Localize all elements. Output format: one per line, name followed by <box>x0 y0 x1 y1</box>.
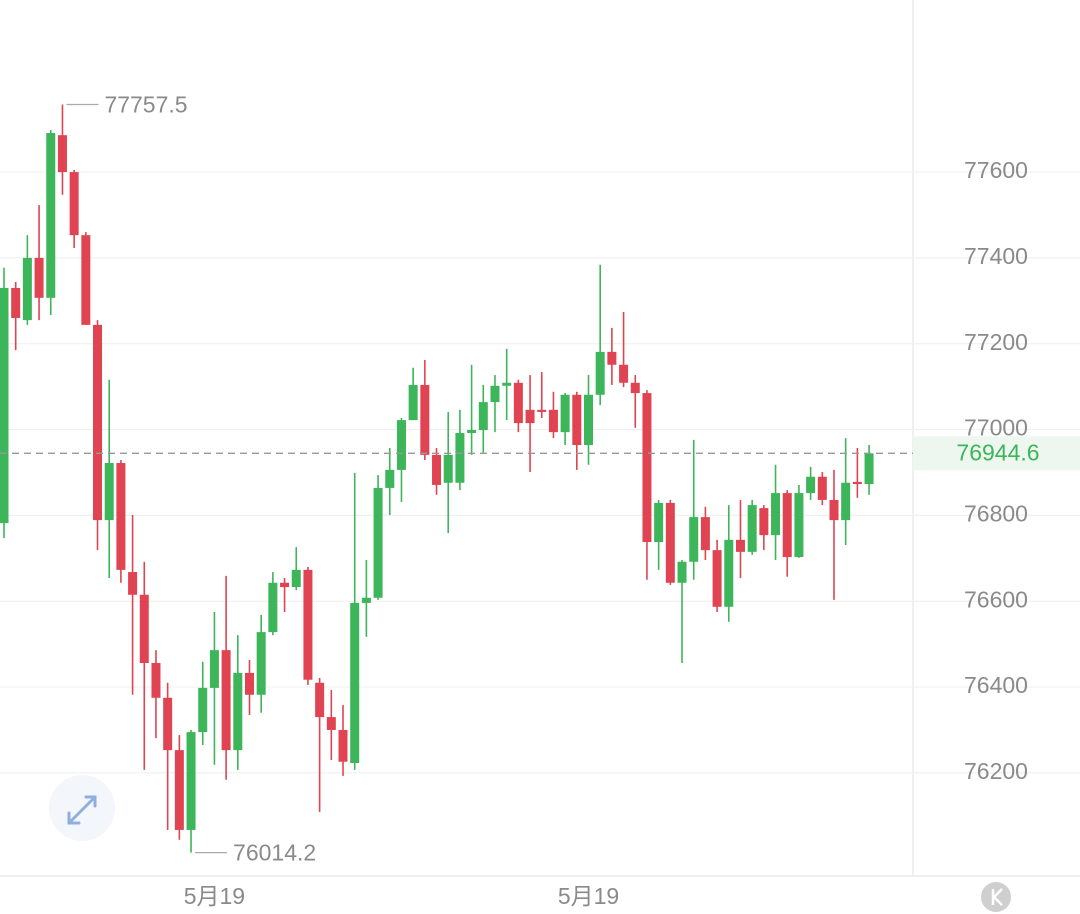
candle-body <box>502 382 512 386</box>
y-tick-label: 76200 <box>964 758 1028 784</box>
y-tick-label: 76600 <box>964 586 1028 612</box>
k-button[interactable] <box>981 882 1011 912</box>
candle-body <box>864 453 874 485</box>
candle-body <box>841 482 851 521</box>
candle-body <box>806 476 816 494</box>
candle-body <box>396 420 406 470</box>
last-price-label: 76944.6 <box>956 439 1039 465</box>
candle-body <box>209 650 219 688</box>
candle-body <box>350 602 360 763</box>
candle-body <box>735 539 745 552</box>
candle-body <box>69 172 79 236</box>
candle-body <box>525 409 535 424</box>
candle-body <box>303 569 313 680</box>
candle-body <box>467 429 477 433</box>
candle-body <box>104 463 114 521</box>
candle-body <box>315 682 325 718</box>
candle-body <box>57 135 67 173</box>
candle-body <box>490 385 500 403</box>
low-marker-label: 76014.2 <box>233 840 316 866</box>
candle-body <box>256 632 266 695</box>
candle-body <box>46 133 56 298</box>
candle-body <box>747 505 757 552</box>
candle-body <box>116 463 126 570</box>
candle-body <box>513 382 523 424</box>
candle-body <box>280 582 290 588</box>
candle-body <box>186 732 196 830</box>
x-tick-label: 5月19 <box>184 883 245 909</box>
candle-body <box>244 672 254 695</box>
expand-button[interactable] <box>49 775 115 841</box>
candle-body <box>22 257 32 321</box>
y-tick-label: 76800 <box>964 500 1028 526</box>
candle-body <box>432 454 442 485</box>
candle-body <box>151 663 161 698</box>
y-tick-label: 77200 <box>964 329 1028 355</box>
candle-body <box>478 402 488 430</box>
candle-body <box>607 351 617 365</box>
candle-body <box>759 508 769 536</box>
candle-body <box>817 476 827 500</box>
candle-body <box>128 572 138 595</box>
candle-body <box>420 384 430 455</box>
candle-body <box>139 594 149 664</box>
candle-body <box>291 569 301 588</box>
candle-body <box>81 235 91 325</box>
candle-body <box>385 469 395 488</box>
candle-body <box>361 597 371 603</box>
candle-body <box>537 409 547 412</box>
candle-body <box>619 364 629 383</box>
candle-body <box>852 481 862 485</box>
candle-body <box>712 550 722 607</box>
candle-body <box>443 454 453 483</box>
high-marker-label: 77757.5 <box>104 92 187 118</box>
candle-body <box>221 650 231 751</box>
candle-body <box>584 394 593 446</box>
candle-body <box>163 697 173 751</box>
candle-body <box>794 493 804 558</box>
candle-body <box>654 502 664 542</box>
candle-body <box>93 324 103 521</box>
candle-body <box>630 382 640 394</box>
candle-body <box>0 287 9 524</box>
candle-body <box>724 539 734 607</box>
y-tick-label: 77600 <box>964 157 1028 183</box>
candle-body <box>689 517 699 562</box>
candle-body <box>338 729 348 762</box>
x-tick-label: 5月19 <box>558 883 619 909</box>
candle-body <box>548 409 558 433</box>
candle-body <box>572 394 582 446</box>
candle-body <box>268 582 278 633</box>
candle-body <box>174 750 184 830</box>
candle-body <box>829 499 839 521</box>
candle-body <box>665 502 675 583</box>
candle-body <box>771 493 781 536</box>
grid: 76200 76400 76600 76800 77000 77200 77400 77600 <box>0 157 1080 784</box>
candle-body <box>700 517 710 551</box>
candle-body <box>782 493 792 558</box>
overlay: 5月19 5月19 77757.5 76014.2 76944.6 <box>0 92 1080 909</box>
candle-body <box>408 384 418 421</box>
candle-body <box>233 672 243 751</box>
candle-body <box>677 561 687 583</box>
candle-body <box>373 487 383 598</box>
candle-body <box>455 432 465 483</box>
candle-body <box>11 287 21 318</box>
candle-body <box>326 717 336 730</box>
candle-body <box>560 394 570 433</box>
candle-body <box>198 687 208 733</box>
candle-body <box>595 351 605 395</box>
candle-body <box>642 393 652 542</box>
candle-body <box>34 257 44 298</box>
y-tick-label: 76400 <box>964 672 1028 698</box>
last-price-tag <box>913 436 1080 471</box>
candles <box>0 104 874 853</box>
y-tick-label: 77000 <box>964 415 1028 441</box>
y-tick-label: 77400 <box>964 243 1028 269</box>
